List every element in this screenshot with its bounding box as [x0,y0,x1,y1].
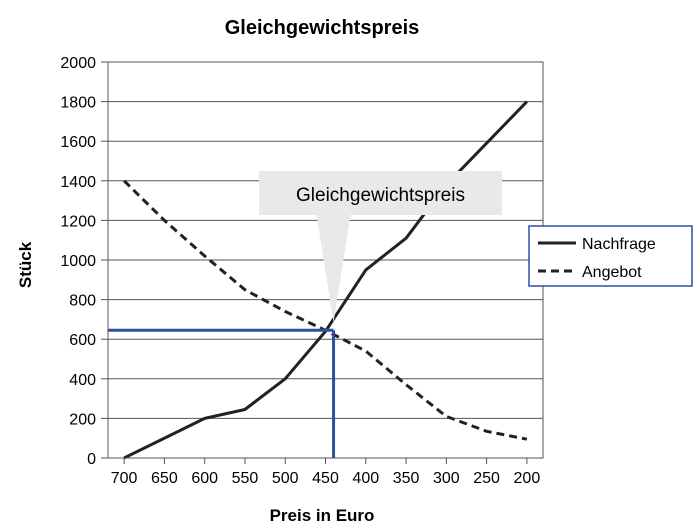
series-line-nachfrage [123,100,528,460]
y-tick-label: 1000 [60,253,96,270]
x-tick-label: 500 [272,470,299,487]
y-tick-label: 800 [69,293,96,310]
y-tick-label: 1800 [60,95,96,112]
x-tick-label: 600 [191,470,218,487]
x-tick-label: 650 [151,470,178,487]
x-tick-label: 700 [111,470,138,487]
x-tick-label: 350 [393,470,420,487]
x-tick-label: 200 [514,470,541,487]
equilibrium-lines [108,328,336,458]
legend-label-angebot: Angebot [582,264,642,281]
y-tick-label: 600 [69,332,96,349]
x-tick-label: 550 [232,470,259,487]
legend: Nachfrage Angebot [528,225,693,287]
x-tick-label: 250 [473,470,500,487]
legend-label-nachfrage: Nachfrage [582,236,656,253]
callout-pointer [316,215,351,323]
callout-text: Gleichgewichtspreis [296,185,465,206]
y-tick-label: 2000 [60,55,96,72]
x-axis-label: Preis in Euro [270,506,375,525]
series-lines [123,100,528,460]
x-axis-ticks: 700 650 600 550 500 450 400 350 300 250 200 [111,458,541,487]
y-tick-label: 200 [69,411,96,428]
x-tick-label: 400 [352,470,379,487]
y-tick-label: 1400 [60,174,96,191]
x-tick-label: 450 [312,470,339,487]
y-tick-label: 1600 [60,134,96,151]
y-axis-label: Stück [16,241,35,288]
chart-title: Gleichgewichtspreis [225,17,420,39]
legend-box [528,225,693,287]
y-tick-label: 400 [69,372,96,389]
y-axis-ticks: 0 200 400 600 800 1000 1200 1400 1600 1800 2000 [60,55,108,468]
y-tick-label: 0 [87,451,96,468]
callout-box [259,171,502,215]
callout: Gleichgewichtspreis [259,171,502,323]
x-tick-label: 300 [433,470,460,487]
y-tick-label: 1200 [60,213,96,230]
